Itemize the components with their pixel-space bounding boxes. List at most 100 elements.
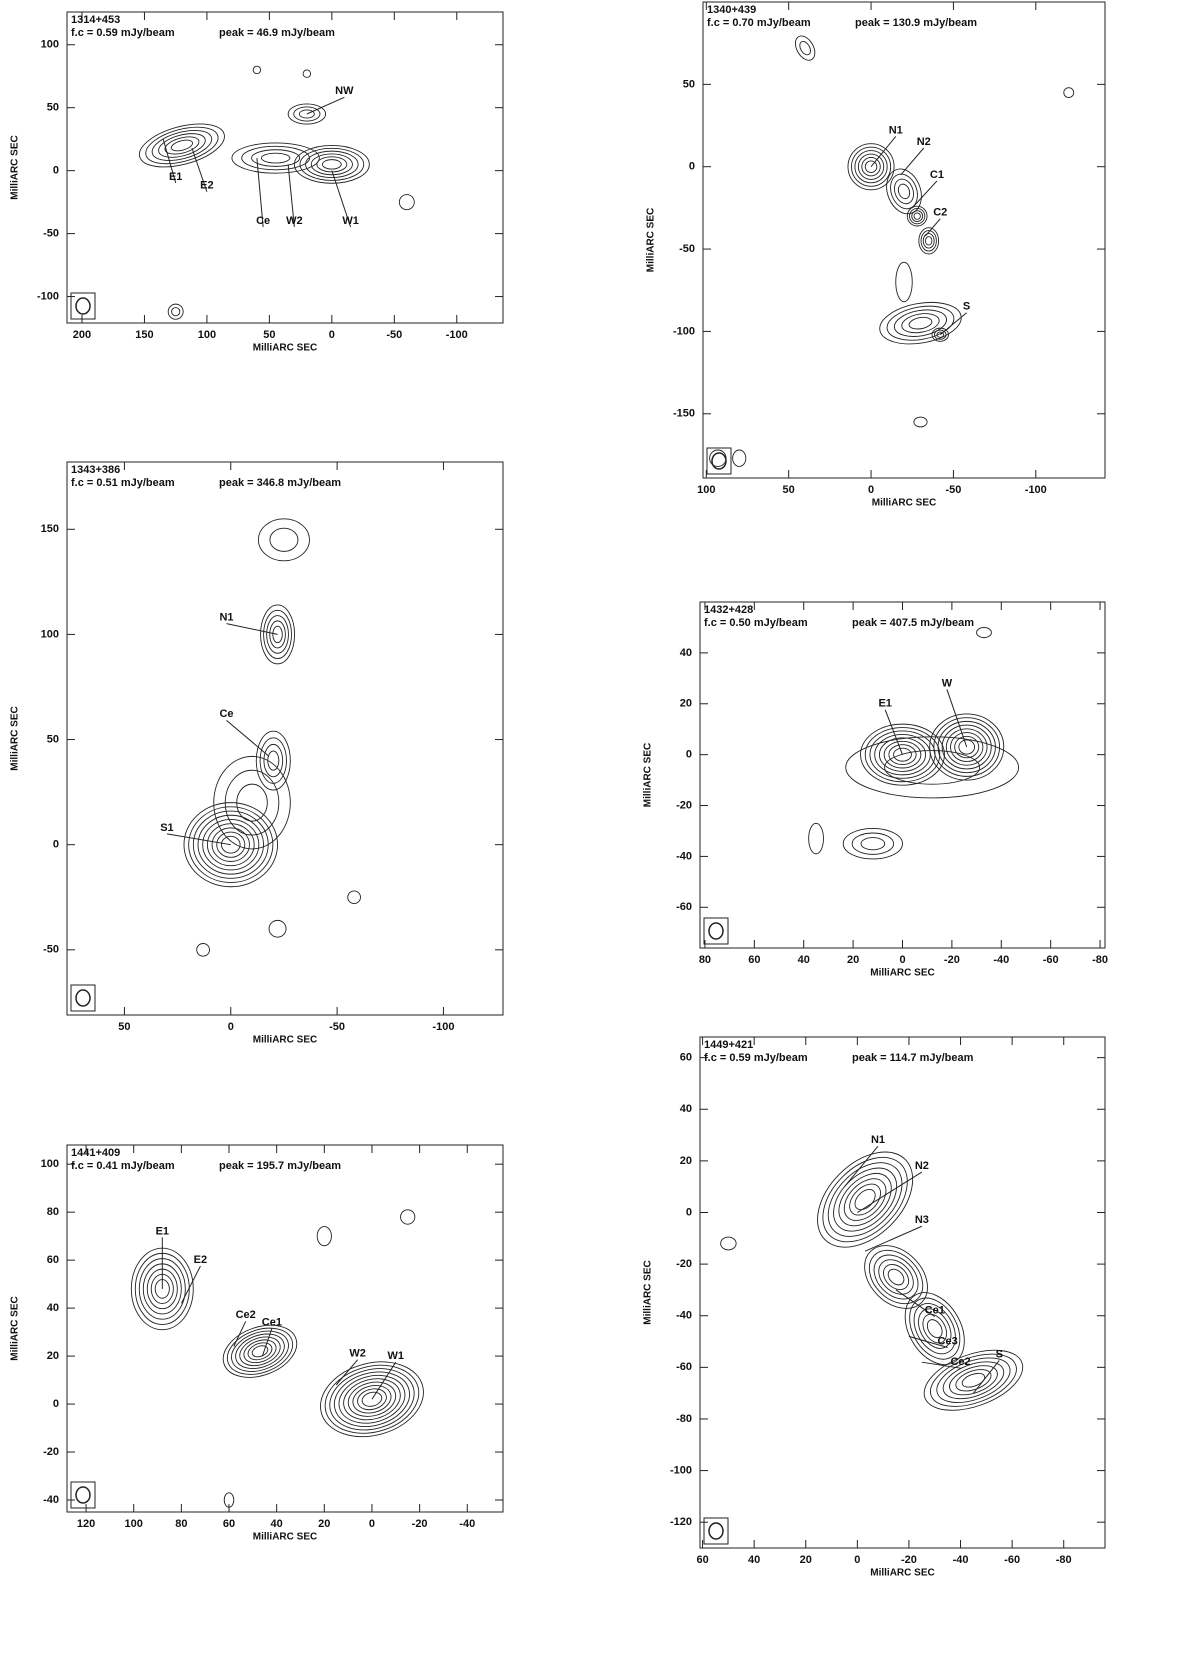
y-tick-label: 20 bbox=[680, 698, 692, 710]
y-tick-label: 20 bbox=[47, 1350, 59, 1362]
x-tick-label: 100 bbox=[125, 1518, 143, 1530]
contour bbox=[949, 1365, 998, 1396]
contour bbox=[878, 1259, 914, 1295]
component-label: W bbox=[942, 677, 953, 689]
label-leader bbox=[939, 312, 967, 336]
contour bbox=[231, 1330, 289, 1372]
contour bbox=[860, 723, 945, 786]
contour bbox=[808, 822, 824, 855]
x-tick-label: 20 bbox=[318, 1518, 330, 1530]
label-leader bbox=[371, 1361, 397, 1400]
label-leader bbox=[180, 1265, 201, 1304]
contour bbox=[720, 1236, 737, 1251]
x-tick-label: -50 bbox=[386, 329, 402, 341]
component-label: E2 bbox=[200, 180, 213, 192]
label-leader bbox=[335, 1359, 359, 1386]
plot-frame bbox=[699, 1036, 1106, 1549]
label-leader bbox=[287, 164, 295, 228]
beam bbox=[75, 989, 91, 1007]
contour bbox=[732, 449, 747, 467]
contour bbox=[860, 837, 886, 851]
contour bbox=[913, 212, 921, 220]
label-leader bbox=[226, 719, 270, 757]
x-tick-label: 0 bbox=[854, 1554, 860, 1566]
y-tick-label: 50 bbox=[47, 102, 59, 114]
contour bbox=[239, 1336, 281, 1367]
y-tick-label: -50 bbox=[43, 944, 59, 956]
contour bbox=[298, 109, 315, 119]
contour bbox=[263, 743, 284, 778]
plot-frame bbox=[702, 1, 1106, 479]
x-tick-label: 150 bbox=[135, 329, 153, 341]
contour bbox=[822, 1156, 908, 1243]
contour bbox=[897, 183, 911, 200]
contour bbox=[893, 178, 915, 205]
component-label: W1 bbox=[388, 1350, 405, 1362]
flux-cutoff: f.c = 0.59 mJy/beam bbox=[71, 27, 175, 39]
y-tick-label: 50 bbox=[47, 733, 59, 745]
contour bbox=[220, 835, 241, 854]
contour bbox=[906, 205, 928, 227]
beam-box bbox=[703, 917, 729, 945]
label-leader bbox=[870, 136, 897, 168]
contour bbox=[854, 150, 888, 184]
y-axis-label: MilliARC SEC bbox=[643, 1260, 654, 1324]
component-label: Ce2 bbox=[236, 1309, 256, 1321]
x-tick-label: 0 bbox=[899, 954, 905, 966]
component-label: E1 bbox=[156, 1225, 169, 1237]
contour bbox=[226, 1327, 294, 1375]
flux-cutoff: f.c = 0.70 mJy/beam bbox=[707, 17, 811, 29]
contour bbox=[842, 827, 903, 860]
contour bbox=[310, 153, 353, 176]
x-axis-label: MilliARC SEC bbox=[870, 1568, 934, 1579]
x-tick-label: 100 bbox=[697, 484, 715, 496]
contour bbox=[263, 609, 292, 660]
beam bbox=[75, 297, 91, 315]
label-leader bbox=[306, 96, 345, 115]
x-tick-label: -50 bbox=[945, 484, 961, 496]
contour bbox=[883, 740, 922, 769]
y-tick-label: 100 bbox=[41, 628, 59, 640]
flux-cutoff: f.c = 0.50 mJy/beam bbox=[704, 617, 808, 629]
contour bbox=[322, 159, 342, 170]
panel-title: 1441+409 bbox=[71, 1147, 120, 1159]
x-tick-label: 20 bbox=[847, 954, 859, 966]
component-label: W2 bbox=[349, 1348, 366, 1360]
label-leader bbox=[191, 147, 208, 192]
contour bbox=[954, 735, 980, 759]
contour bbox=[887, 1268, 905, 1286]
y-tick-label: -60 bbox=[676, 1361, 692, 1373]
x-tick-label: 60 bbox=[748, 954, 760, 966]
label-leader bbox=[233, 1321, 247, 1347]
label-leader bbox=[921, 1361, 961, 1369]
component-label: N1 bbox=[889, 124, 903, 136]
label-leader bbox=[256, 158, 264, 228]
contour bbox=[222, 1324, 298, 1378]
contour bbox=[864, 1245, 928, 1309]
component-label: E1 bbox=[878, 698, 891, 710]
peak: peak = 130.9 mJy/beam bbox=[855, 17, 977, 29]
label-leader bbox=[166, 833, 231, 846]
contour bbox=[167, 303, 184, 320]
contour bbox=[305, 150, 359, 179]
contour bbox=[827, 1162, 903, 1237]
y-tick-label: 150 bbox=[41, 523, 59, 535]
contour bbox=[138, 123, 225, 168]
flux-cutoff: f.c = 0.59 mJy/beam bbox=[704, 1052, 808, 1064]
contour bbox=[799, 40, 811, 56]
beam-box bbox=[70, 984, 96, 1012]
contour bbox=[299, 147, 365, 181]
x-tick-label: -20 bbox=[944, 954, 960, 966]
x-tick-label: 0 bbox=[868, 484, 874, 496]
x-tick-label: 50 bbox=[118, 1021, 130, 1033]
y-tick-label: -50 bbox=[679, 243, 695, 255]
contour bbox=[170, 139, 194, 152]
contour bbox=[854, 1189, 876, 1211]
x-axis-label: MilliARC SEC bbox=[253, 343, 317, 354]
contour bbox=[183, 802, 279, 888]
component-label: Ce2 bbox=[950, 1356, 970, 1368]
y-tick-label: 40 bbox=[47, 1302, 59, 1314]
x-tick-label: -100 bbox=[432, 1021, 454, 1033]
contour bbox=[878, 737, 927, 772]
component-label: S bbox=[963, 301, 970, 313]
